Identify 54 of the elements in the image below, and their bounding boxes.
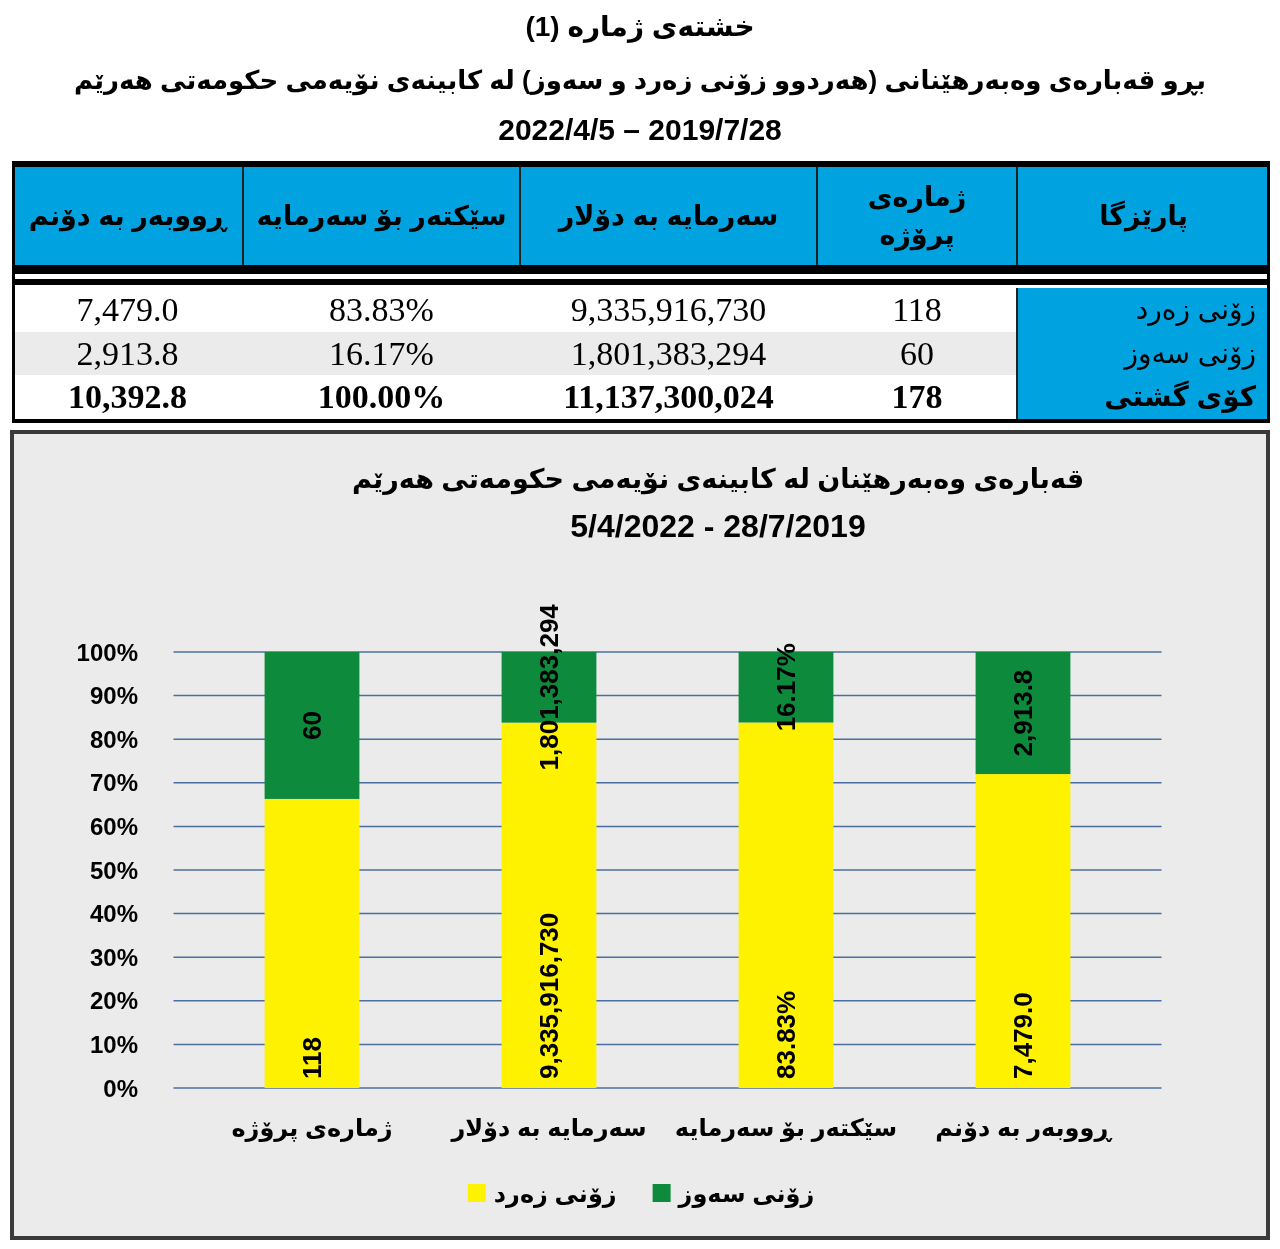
ytick: 50% <box>89 856 138 884</box>
bar <box>264 798 360 1088</box>
row-label: کۆی گشتی <box>1103 379 1256 415</box>
ytick: 40% <box>89 900 138 928</box>
annotation: 2022/4/5 – 2019/7/28 <box>497 112 783 148</box>
bar <box>975 652 1071 775</box>
bar <box>975 774 1071 1088</box>
ytick: 20% <box>89 987 138 1015</box>
row-label: زۆنی زەرد <box>1134 293 1256 328</box>
cell-text: 11,137,300,024 <box>562 377 775 418</box>
subtitle: 5/4/2022 - 28/7/2019 <box>570 508 866 544</box>
ytick: 10% <box>89 1030 138 1058</box>
cell-text: 118 <box>891 290 943 330</box>
cell-text: 16.17% <box>328 333 435 374</box>
xtick: سەرمایە بە دۆلار <box>451 1113 647 1141</box>
cell-text: 2,913.8 <box>75 333 180 374</box>
ytick: 60% <box>89 812 138 840</box>
ytick: 90% <box>89 682 138 710</box>
annotation: 1,801,383,294 <box>534 604 564 771</box>
legend-label: زۆنی سەوز <box>677 1179 815 1208</box>
xtick: سێکتەر بۆ سەرمایە <box>674 1113 898 1141</box>
annotation: 60 <box>297 711 327 740</box>
column-label: سێکتەر بۆ سەرمایە <box>256 200 507 234</box>
subtitle: بڕو قەبارەی وەبەرهێنانی (هەردوو زۆنی زەرد و سەوز) لە کابینەی نۆیەمی حکومەتی هەرێم <box>72 64 1208 98</box>
data-label: 16.17% <box>771 643 801 732</box>
bar <box>264 652 360 799</box>
xtick: ژمارەی پرۆژە <box>231 1113 393 1141</box>
legend-label: زۆنی زەرد <box>493 1179 617 1208</box>
ytick: 80% <box>89 725 138 753</box>
annotation: 2,913.8 <box>1008 669 1038 757</box>
row-label: زۆنی سەوز <box>1122 336 1256 372</box>
annotation: 9,335,916,730 <box>534 912 564 1079</box>
cell-text: 7,479.0 <box>75 290 180 330</box>
column-label: ڕووبەر بە دۆنم <box>28 200 227 234</box>
column-label: ژمارەی پرۆژە <box>866 181 968 253</box>
column-label: سەرمایە بە دۆلار <box>558 200 779 234</box>
ytick: 100% <box>76 638 138 666</box>
ytick: 0% <box>103 1074 138 1102</box>
xtick: ڕووبەر بە دۆنم <box>935 1113 1111 1141</box>
cell-text: 9,335,916,730 <box>569 290 768 330</box>
data-label: 83.83% <box>771 990 801 1079</box>
ytick: 30% <box>89 943 138 971</box>
cell-text: 60 <box>899 333 935 374</box>
ytick: 70% <box>89 769 138 797</box>
title: خشتەی ژمارە (1) <box>524 10 756 45</box>
column-label: پارێزگا <box>1099 199 1188 234</box>
title: قەبارەی وەبەرهێنان لە کابینەی نۆیەمی حکومەتی هەرێم <box>351 464 1085 494</box>
cell-text: 83.83% <box>328 290 435 330</box>
annotation: 7,479.0 <box>1008 992 1038 1079</box>
cell-text: 10,392.8 <box>67 377 188 418</box>
cell-text: 1,801,383,294 <box>569 333 768 374</box>
annotation: 118 <box>297 1037 327 1079</box>
cell-text: 100.00% <box>316 377 447 418</box>
cell-text: 178 <box>890 377 944 418</box>
